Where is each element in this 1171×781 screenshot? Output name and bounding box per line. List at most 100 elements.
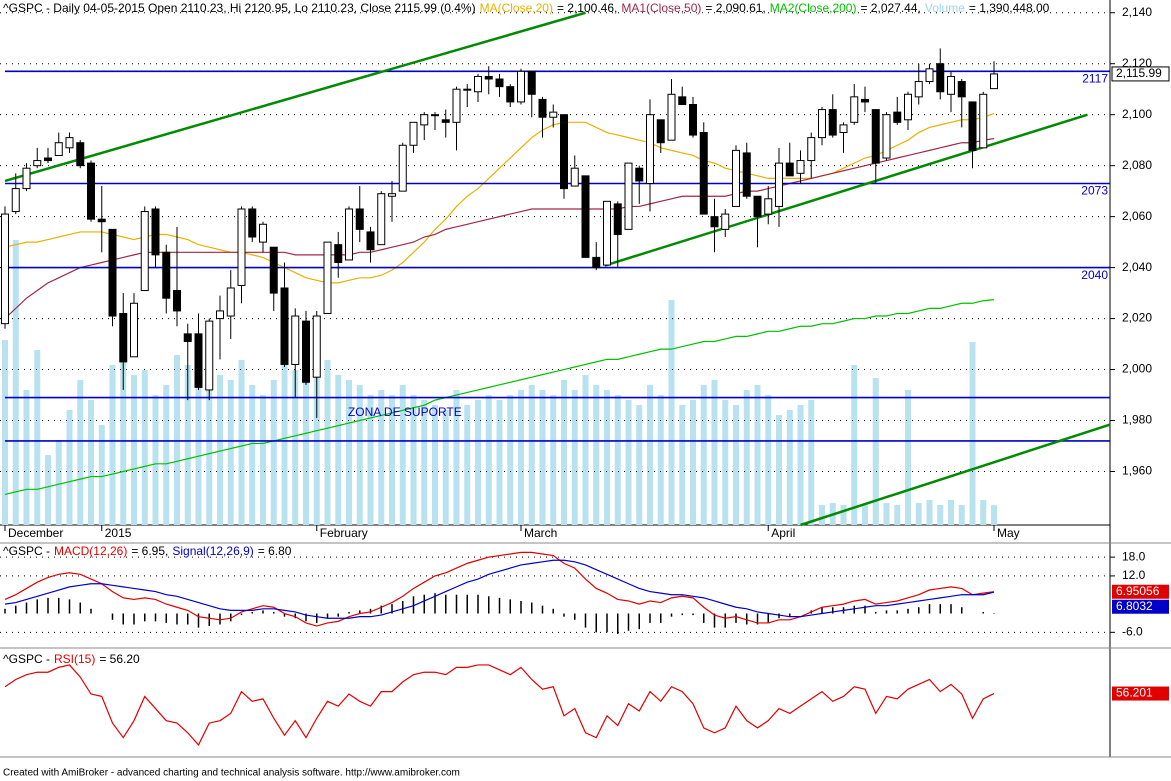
candle-body — [570, 167, 579, 187]
badge-label: 6.95056 — [1116, 584, 1160, 598]
pane-header: ^GSPC - Daily 04-05-2015 Open 2110.23, H… — [3, 1, 1050, 15]
candle-body — [97, 218, 106, 223]
series-line — [4, 299, 995, 496]
volume-bar — [679, 405, 686, 525]
candle-body — [517, 70, 525, 103]
volume-bar — [700, 385, 707, 525]
volume-bar — [227, 380, 234, 525]
candle-body — [506, 86, 515, 103]
y-tick-label: 2,040 — [1122, 260, 1152, 274]
candle-body — [312, 315, 321, 378]
candle-body — [796, 160, 805, 174]
candle-body — [33, 160, 42, 167]
candle-body — [291, 315, 300, 365]
candle-body — [452, 88, 461, 123]
volume-bar — [389, 395, 395, 525]
candle-body — [237, 208, 246, 286]
candle-body — [936, 63, 945, 93]
candle-body — [581, 175, 590, 258]
horizontal-line-label: 2073 — [1081, 184, 1108, 198]
volume-bar — [872, 378, 879, 525]
candle-body — [979, 93, 988, 149]
candle-body — [398, 144, 407, 192]
legend-name: MACD(12,26) — [54, 544, 127, 558]
candle-body — [388, 193, 396, 197]
volume-bar — [604, 390, 610, 525]
candle-body — [463, 88, 472, 91]
candle-body — [259, 223, 267, 243]
candle-body — [269, 246, 278, 294]
volume-bar — [571, 390, 578, 525]
volume-bar — [206, 340, 213, 525]
y-tick-label: 2,000 — [1122, 362, 1152, 376]
volume-bar — [528, 385, 535, 525]
candle-body — [151, 208, 160, 256]
candle-body — [925, 68, 934, 83]
volume-bar — [367, 395, 374, 525]
volume-bar — [475, 400, 481, 525]
candle-body — [119, 312, 128, 363]
candle-body — [140, 211, 149, 292]
horizontal-line-label: 2117 — [1082, 72, 1108, 86]
volume-bar — [883, 503, 890, 525]
series-line — [4, 664, 995, 746]
volume-bar — [593, 385, 600, 525]
candle-body — [990, 73, 998, 90]
volume-bar — [797, 405, 804, 525]
y-tick-label: 2,100 — [1122, 107, 1152, 121]
volume-bar — [195, 350, 202, 525]
volume-bar — [668, 300, 675, 525]
volume-bar — [948, 500, 954, 525]
badge-label: 56.201 — [1116, 686, 1153, 700]
candle-body — [377, 193, 386, 246]
volume-bar — [378, 390, 385, 525]
candle-body — [904, 93, 912, 121]
volume-bar — [808, 400, 815, 525]
candle-body — [721, 213, 730, 230]
value-badge — [1112, 599, 1169, 614]
candle-body — [226, 287, 235, 317]
value-badge — [1112, 686, 1169, 701]
volume-bar — [582, 375, 589, 525]
y-tick-label: 2,120 — [1122, 56, 1152, 70]
candle-body — [828, 109, 837, 136]
volume-bar — [561, 380, 567, 525]
volume-bar — [926, 500, 933, 525]
candle-body — [678, 96, 687, 105]
candle-body — [764, 198, 773, 215]
volume-bar — [34, 350, 41, 525]
y-tick-label: 2,080 — [1122, 158, 1152, 172]
volume-bar — [625, 400, 632, 525]
value-badge — [1112, 584, 1169, 599]
volume-bar — [249, 385, 256, 525]
candle-body — [474, 75, 482, 93]
y-tick-label: 2,060 — [1122, 209, 1152, 223]
volume-bar — [539, 390, 546, 525]
volume-bar — [894, 505, 901, 525]
volume-bar — [131, 375, 137, 525]
volume-bar — [88, 400, 94, 525]
badge-label: 6.8032 — [1116, 599, 1153, 613]
volume-bar — [464, 405, 471, 525]
x-tick-label: December — [8, 526, 63, 540]
volume-bar — [184, 365, 191, 525]
y-tick-label: -6.0 — [1122, 625, 1143, 639]
legend-name: Signal(12,26,9) — [172, 544, 253, 558]
candle-body — [431, 114, 439, 117]
x-tick-label: May — [997, 526, 1020, 540]
volume-bar — [77, 380, 84, 525]
trend-line — [800, 423, 1111, 527]
candle-body — [355, 208, 364, 230]
candle-body — [87, 162, 95, 220]
candle-body — [753, 195, 762, 218]
x-tick-label: 2015 — [105, 526, 132, 540]
candle-body — [366, 231, 375, 251]
volume-bar — [518, 390, 524, 525]
y-tick-label: 1,980 — [1122, 413, 1152, 427]
candle-body — [302, 320, 310, 383]
volume-bar — [356, 385, 363, 525]
candle-body — [345, 208, 353, 261]
y-tick-label: 18.0 — [1122, 549, 1146, 563]
candle-body — [785, 162, 794, 177]
